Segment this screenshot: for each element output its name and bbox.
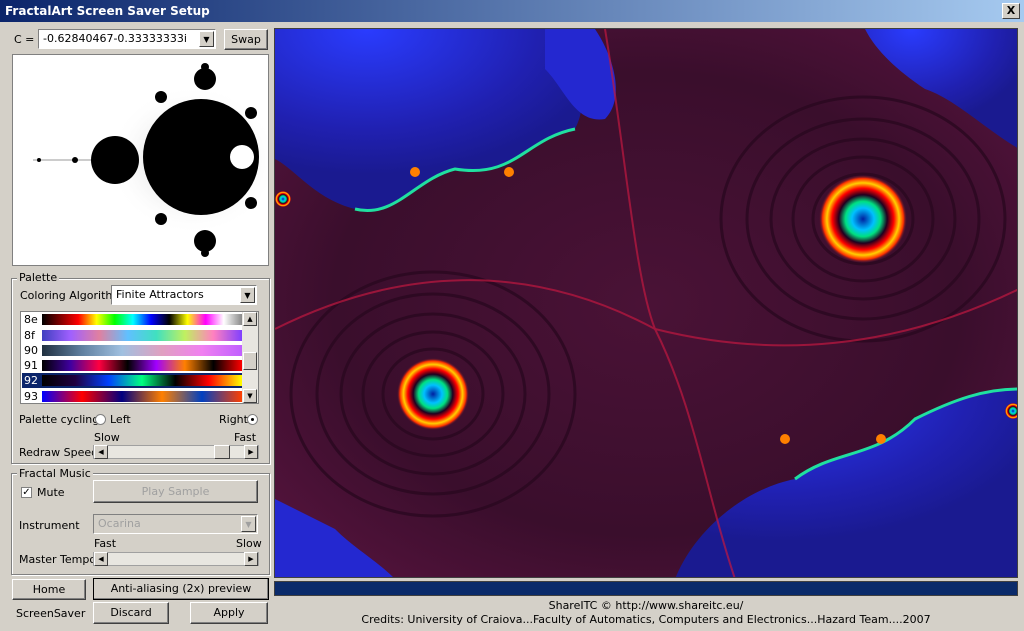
instrument-label: Instrument [19, 519, 80, 532]
scroll-thumb[interactable] [243, 352, 257, 370]
palette-scrollbar[interactable]: ▲ ▼ [242, 312, 258, 403]
coloring-value: Finite Attractors [116, 288, 204, 301]
palette-item-93[interactable]: 93 [22, 389, 252, 403]
palette-id: 8f [24, 329, 35, 342]
slider-left-icon[interactable]: ◀ [94, 445, 108, 459]
coloring-label: Coloring Algorithm [20, 289, 124, 302]
c-label: C = [14, 33, 35, 46]
coloring-algorithm-combo[interactable]: Finite Attractors ▼ [111, 285, 257, 305]
palette-cycling-label: Palette cycling [19, 413, 100, 426]
cycle-left-radio[interactable] [95, 414, 106, 425]
swap-button[interactable]: Swap [224, 29, 268, 50]
footer-credits: Credits: University of Craiova...Faculty… [361, 613, 931, 626]
palette-id: 91 [24, 359, 38, 372]
redraw-speed-slider[interactable]: ◀ ▶ [93, 445, 259, 459]
redraw-speed-label: Redraw Speed [19, 446, 99, 459]
music-group-label: Fractal Music [17, 467, 93, 480]
fractal-image [275, 29, 1017, 577]
palette-id: 90 [24, 344, 38, 357]
title-bar: FractalArt Screen Saver Setup X [0, 0, 1024, 22]
palette-id: 92 [24, 374, 38, 387]
slider-right-icon[interactable]: ▶ [244, 445, 258, 459]
screensaver-label: ScreenSaver [16, 607, 86, 620]
palette-item-92[interactable]: 92 [22, 373, 252, 388]
c-value-combo[interactable]: -0.62840467-0.33333333i ▼ [38, 29, 216, 49]
fractal-canvas[interactable] [274, 28, 1018, 578]
palette-swatch [42, 375, 242, 386]
palette-id: 93 [24, 390, 38, 403]
cycle-left-label: Left [110, 413, 131, 426]
antialias-preview-button[interactable]: Anti-aliasing (2x) preview [93, 578, 269, 600]
discard-button[interactable]: Discard [93, 602, 169, 624]
c-value: -0.62840467-0.33333333i [43, 32, 187, 45]
tempo-slow-label: Slow [236, 537, 262, 550]
slider-right-icon[interactable]: ▶ [244, 552, 258, 566]
palette-item-90[interactable]: 90 [22, 343, 252, 358]
home-button[interactable]: Home [12, 579, 86, 600]
mandelbrot-image [33, 63, 268, 257]
redraw-slow-label: Slow [94, 431, 120, 444]
chevron-down-icon[interactable]: ▼ [199, 31, 214, 47]
close-button[interactable]: X [1002, 3, 1020, 19]
mute-checkbox[interactable]: ✓ [21, 487, 32, 498]
window-title: FractalArt Screen Saver Setup [5, 4, 210, 18]
footer-copyright: ShareITC © http://www.shareitc.eu/ [548, 599, 744, 612]
mandelbrot-preview[interactable] [12, 54, 269, 266]
cycle-right-label: Right [219, 413, 248, 426]
palette-id: 8e [24, 313, 38, 326]
palette-swatch [42, 330, 242, 341]
palette-swatch [42, 345, 242, 356]
redraw-fast-label: Fast [234, 431, 257, 444]
palette-swatch [42, 391, 242, 402]
palette-item-91[interactable]: 91 [22, 358, 252, 373]
master-tempo-slider[interactable]: ◀ ▶ [93, 552, 259, 566]
scroll-up-icon[interactable]: ▲ [243, 312, 257, 326]
tempo-fast-label: Fast [94, 537, 117, 550]
mute-label: Mute [37, 486, 65, 499]
slider-thumb[interactable] [214, 445, 230, 459]
chevron-down-icon[interactable]: ▼ [241, 516, 256, 532]
slider-left-icon[interactable]: ◀ [94, 552, 108, 566]
master-tempo-label: Master Tempo [19, 553, 97, 566]
palette-item-8e[interactable]: 8e [22, 312, 252, 327]
play-sample-button[interactable]: Play Sample [93, 480, 258, 503]
palette-group-label: Palette [17, 271, 60, 284]
apply-button[interactable]: Apply [190, 602, 268, 624]
palette-item-8f[interactable]: 8f [22, 328, 252, 343]
instrument-value: Ocarina [98, 517, 141, 530]
music-group [11, 473, 270, 575]
progress-bar [274, 581, 1018, 596]
palette-list[interactable]: 8e 8f 90 91 92 93 ▲ ▼ [20, 311, 259, 404]
cycle-right-radio[interactable] [247, 414, 258, 425]
instrument-combo[interactable]: Ocarina ▼ [93, 514, 258, 534]
chevron-down-icon[interactable]: ▼ [240, 287, 255, 303]
palette-swatch [42, 314, 242, 325]
palette-swatch [42, 360, 242, 371]
palette-group [11, 278, 270, 464]
scroll-down-icon[interactable]: ▼ [243, 389, 257, 403]
